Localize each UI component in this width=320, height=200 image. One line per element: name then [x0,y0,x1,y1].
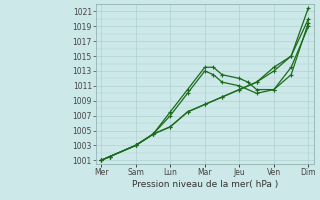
X-axis label: Pression niveau de la mer( hPa ): Pression niveau de la mer( hPa ) [132,180,278,189]
